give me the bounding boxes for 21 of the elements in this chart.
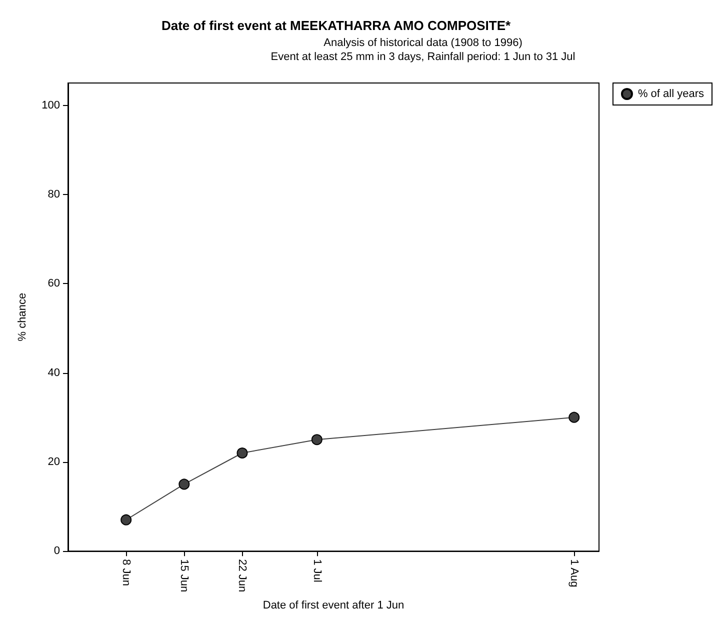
y-tick-label: 100 <box>42 99 60 112</box>
point <box>120 514 132 526</box>
y-axis-title: % chance <box>16 292 28 342</box>
x-tick-label: 15 Jun <box>178 559 190 592</box>
x-tick-label: 8 Jun <box>120 559 132 586</box>
y-tick-label: 60 <box>48 278 60 290</box>
x-tick-label: 22 Jun <box>236 559 248 592</box>
x-tick-label: 1 Aug <box>568 559 580 588</box>
y-tick-label: 40 <box>48 366 60 379</box>
x-axis-title: Date of first event after 1 Jun <box>262 600 404 612</box>
point <box>236 448 248 458</box>
point <box>311 434 322 446</box>
x-tick-label: 1 Jul <box>310 559 323 582</box>
chart-title: Date of first event at MEEKATHARRA AMO COMPOSITE* <box>161 18 512 33</box>
point <box>568 412 580 423</box>
y-tick-label: 20 <box>48 456 60 468</box>
y-tick-label: 80 <box>48 188 60 200</box>
legend-label: % of all years <box>638 88 704 100</box>
point <box>178 478 190 490</box>
chart-subtitle: Analysis of historical data (1908 to 1996) Event at least 25 mm in 3 days, Rainfall period: 1 Jun to 31 Jul <box>270 37 576 63</box>
y-tick-label: 0 <box>54 545 60 558</box>
